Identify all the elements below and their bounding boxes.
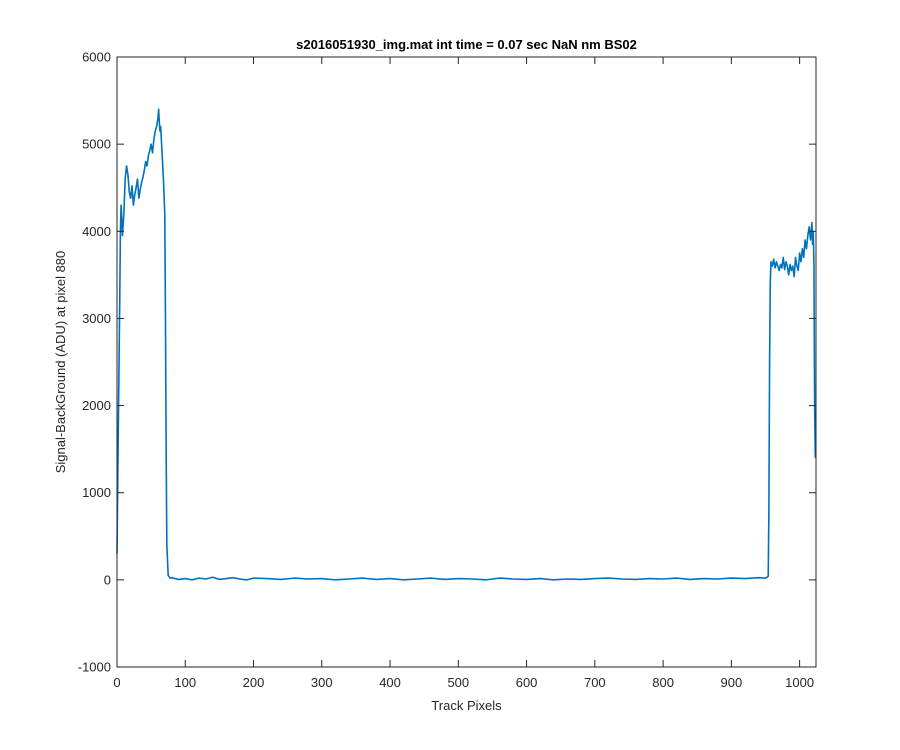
series-layer [116, 108, 817, 581]
y-axis-label: Signal-BackGround (ADU) at pixel 880 [53, 251, 68, 474]
y-tick-label: 2000 [82, 398, 111, 413]
chart-title: s2016051930_img.mat int time = 0.07 sec … [296, 37, 637, 52]
x-axis-label: Track Pixels [431, 698, 502, 713]
y-tick-label: 6000 [82, 50, 111, 65]
x-tick-label: 200 [243, 675, 265, 690]
y-tick-label: 3000 [82, 311, 111, 326]
x-tick-label: 600 [516, 675, 538, 690]
x-tick-label: 300 [311, 675, 333, 690]
x-tick-label: 500 [447, 675, 469, 690]
x-tick-label: 0 [113, 675, 120, 690]
series-line-0 [116, 108, 817, 581]
x-tick-label: 900 [721, 675, 743, 690]
axes-box [116, 56, 817, 668]
y-tick-label: 4000 [82, 224, 111, 239]
y-axis-ticks: -1000 0 1000 2000 3000 4000 5000 6000 [78, 50, 816, 675]
y-tick-label: 0 [104, 572, 111, 587]
x-tick-label: 700 [584, 675, 606, 690]
y-tick-label: 1000 [82, 485, 111, 500]
y-tick-label: -1000 [78, 660, 111, 675]
x-tick-label: 100 [174, 675, 196, 690]
plot-area [117, 57, 816, 667]
x-tick-label: 400 [379, 675, 401, 690]
x-axis-ticks: 0 100 200 300 400 500 600 700 800 900 1000 [113, 57, 814, 690]
y-tick-label: 5000 [82, 137, 111, 152]
x-tick-label: 800 [652, 675, 674, 690]
x-tick-label: 1000 [785, 675, 814, 690]
